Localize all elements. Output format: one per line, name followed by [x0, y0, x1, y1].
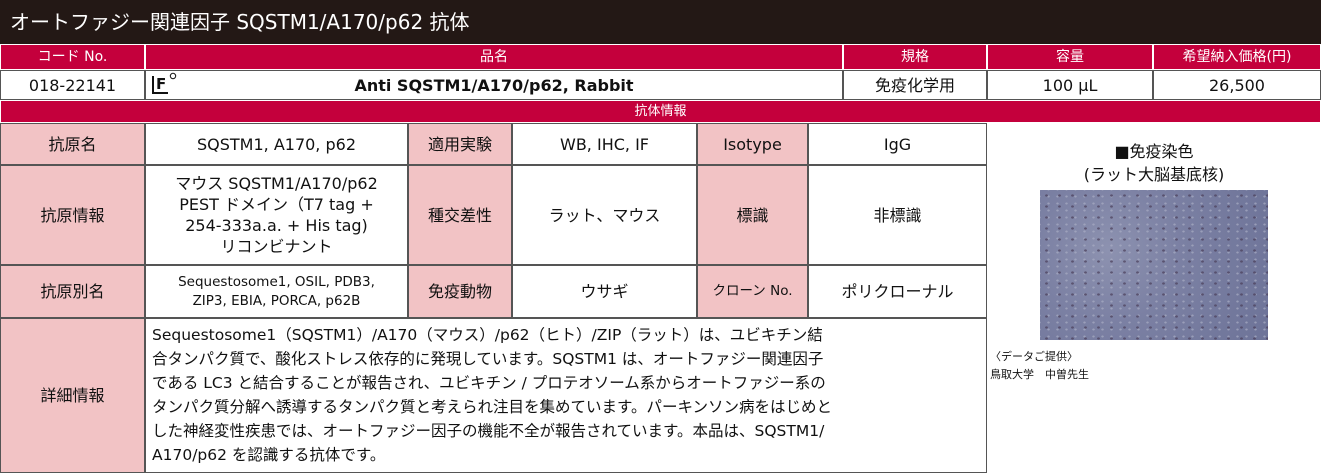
- volume: 100 μL: [987, 70, 1153, 100]
- line: ZIP3, EBIA, PORCA, p62B: [192, 292, 361, 309]
- line: PEST ドメイン（T7 tag +: [179, 195, 374, 214]
- code: 018-22141: [0, 70, 145, 100]
- line: 鳥取大学 中曽先生: [990, 368, 1089, 381]
- line: A170/p62 を認識する抗体です。: [152, 446, 386, 464]
- value: 非標識: [808, 165, 987, 265]
- header-cell: コード No.: [0, 44, 145, 70]
- detail-text: Sequestosome1（SQSTM1）/A170（マウス）/p62（ヒト）/…: [145, 318, 987, 473]
- value: マウス SQSTM1/A170/p62 PEST ドメイン（T7 tag + 2…: [145, 165, 408, 265]
- value: WB, IHC, IF: [512, 123, 697, 165]
- label: 詳細情報: [0, 318, 145, 473]
- line: 〈データご提供〉: [990, 350, 1078, 363]
- section-title: 抗体情報: [0, 100, 1321, 123]
- line: マウス SQSTM1/A170/p62: [175, 174, 378, 193]
- caption: ■免疫染色 (ラット大脳基底核): [987, 140, 1321, 186]
- label: 抗原情報: [0, 165, 145, 265]
- badge: F: [152, 76, 168, 94]
- micrograph: [1040, 190, 1268, 340]
- line: Sequestosome1, OSIL, PDB3,: [178, 273, 375, 290]
- value: IgG: [808, 123, 987, 165]
- line: した神経変性疾患では、オートファジー因子の機能不全が報告されています。本品は、S…: [152, 422, 825, 440]
- credit: 〈データご提供〉 鳥取大学 中曽先生: [990, 348, 1089, 384]
- label: 抗原別名: [0, 265, 145, 318]
- spec: 免疫化学用: [843, 70, 987, 100]
- value: Sequestosome1, OSIL, PDB3, ZIP3, EBIA, P…: [145, 265, 408, 318]
- line: 合タンパク質で、酸化ストレス依存的に発現しています。SQSTM1 は、オートファ…: [152, 350, 824, 368]
- value: ラット、マウス: [512, 165, 697, 265]
- line: リコンビナント: [220, 237, 333, 256]
- line: 254-333a.a. + His tag): [185, 216, 368, 235]
- value: SQSTM1, A170, p62: [145, 123, 408, 165]
- line: (ラット大脳基底核): [1083, 165, 1225, 184]
- label: 免疫動物: [408, 265, 512, 318]
- line: Sequestosome1（SQSTM1）/A170（マウス）/p62（ヒト）/…: [152, 326, 823, 344]
- name-cell: Anti SQSTM1/A170/p62, Rabbit: [145, 70, 843, 100]
- line: である LC3 と結合することが報告され、ユビキチン / プロテオソーム系からオ…: [152, 374, 826, 392]
- label: Isotype: [697, 123, 808, 165]
- label: 抗原名: [0, 123, 145, 165]
- header-cell: 容量: [987, 44, 1153, 70]
- line: ■免疫染色: [1114, 142, 1194, 161]
- price: 26,500: [1153, 70, 1321, 100]
- label: 適用実験: [408, 123, 512, 165]
- header-cell: 規格: [843, 44, 987, 70]
- line: タンパク質分解へ誘導するタンパク質と考えられ注目を集めています。パーキンソン病を…: [152, 398, 832, 416]
- header-cell: 希望納入価格(円): [1153, 44, 1321, 70]
- header-cell: 品名: [145, 44, 843, 70]
- value: ウサギ: [512, 265, 697, 318]
- title-bar: オートファジー関連因子 SQSTM1/A170/p62 抗体: [0, 0, 1321, 44]
- label: 標識: [697, 165, 808, 265]
- product-name: Anti SQSTM1/A170/p62, Rabbit: [354, 75, 634, 95]
- label: 種交差性: [408, 165, 512, 265]
- badge-degree: [169, 72, 177, 80]
- label: クローン No.: [697, 265, 808, 318]
- value: ポリクローナル: [808, 265, 987, 318]
